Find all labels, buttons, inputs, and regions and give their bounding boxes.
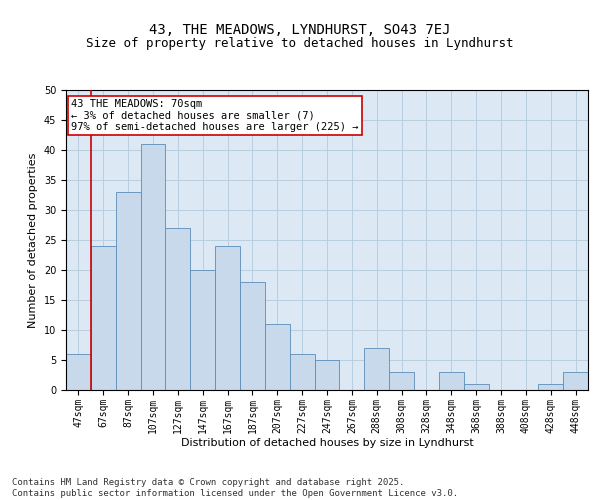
Bar bbox=[66, 354, 91, 390]
Bar bbox=[91, 246, 116, 390]
Text: Size of property relative to detached houses in Lyndhurst: Size of property relative to detached ho… bbox=[86, 38, 514, 51]
Text: 43, THE MEADOWS, LYNDHURST, SO43 7EJ: 43, THE MEADOWS, LYNDHURST, SO43 7EJ bbox=[149, 22, 451, 36]
Bar bbox=[538, 384, 563, 390]
Bar bbox=[215, 246, 240, 390]
Y-axis label: Number of detached properties: Number of detached properties bbox=[28, 152, 38, 328]
Bar bbox=[290, 354, 314, 390]
Bar bbox=[265, 324, 290, 390]
Bar bbox=[240, 282, 265, 390]
Bar bbox=[464, 384, 488, 390]
Bar bbox=[563, 372, 588, 390]
Text: 43 THE MEADOWS: 70sqm
← 3% of detached houses are smaller (7)
97% of semi-detach: 43 THE MEADOWS: 70sqm ← 3% of detached h… bbox=[71, 99, 359, 132]
Bar bbox=[364, 348, 389, 390]
Bar bbox=[166, 228, 190, 390]
Bar bbox=[116, 192, 140, 390]
Bar bbox=[190, 270, 215, 390]
Bar bbox=[314, 360, 340, 390]
Text: Contains HM Land Registry data © Crown copyright and database right 2025.
Contai: Contains HM Land Registry data © Crown c… bbox=[12, 478, 458, 498]
X-axis label: Distribution of detached houses by size in Lyndhurst: Distribution of detached houses by size … bbox=[181, 438, 473, 448]
Bar bbox=[389, 372, 414, 390]
Bar bbox=[439, 372, 464, 390]
Bar bbox=[140, 144, 166, 390]
